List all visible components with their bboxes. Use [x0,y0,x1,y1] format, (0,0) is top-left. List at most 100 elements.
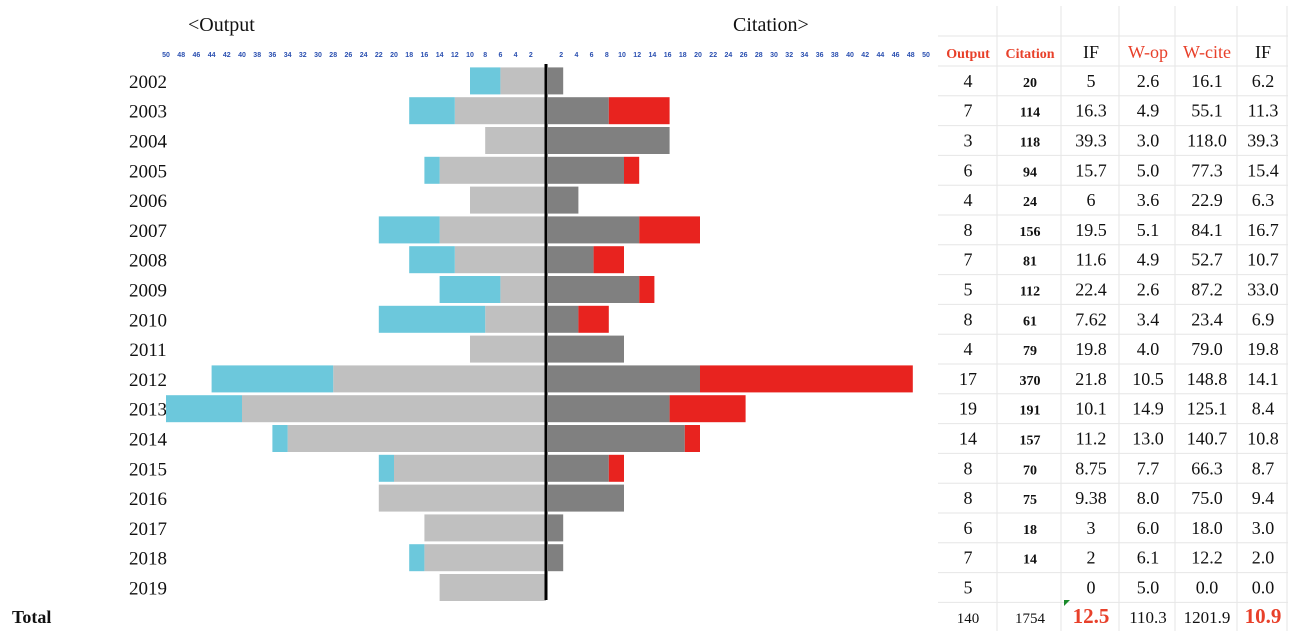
table-cell: 84.1 [1191,220,1223,240]
citation-bar-red [578,305,609,333]
table-cell: 0.0 [1196,578,1219,598]
left-tick-label: 40 [238,52,246,59]
right-axis-header: Citation> [733,14,809,36]
table-cell: 8 [964,309,973,329]
output-bar-gray [454,246,546,274]
citation-bar-dark [548,127,670,154]
table-cell: 4 [964,190,973,210]
right-tick-label: 42 [861,52,869,59]
table-cell: 15.7 [1075,160,1107,180]
table-cell: 13.0 [1132,429,1164,449]
output-bar-gray [439,574,546,601]
output-bar-gray [439,216,546,244]
table-cell: 75 [1023,493,1037,508]
left-tick-label: 20 [390,52,398,59]
year-label: 2018 [129,549,167,570]
table-cell: 16.1 [1191,71,1223,91]
table-cell: 20 [1023,76,1037,91]
table-cell: 156 [1020,225,1041,240]
right-tick-label: 18 [679,52,687,59]
output-bar-cyan [378,305,486,333]
table-cell: 3.0 [1252,518,1275,538]
right-tick-label: 48 [907,52,915,59]
right-tick-label: 28 [755,52,763,59]
right-tick-label: 2 [559,52,563,59]
table-cell: 66.3 [1191,458,1223,478]
table-cell: 12.2 [1191,548,1223,568]
left-tick-label: 6 [498,52,502,59]
left-tick-label: 12 [451,52,459,59]
output-bar-gray [378,484,546,512]
year-label: 2004 [129,132,168,153]
table-cell: 125.1 [1187,399,1228,419]
table-cell: 7.7 [1137,458,1160,478]
right-tick-label: 10 [618,52,626,59]
table-cell: 2.6 [1137,71,1160,91]
citation-bar-dark [548,365,700,393]
table-header-3: W-op [1128,42,1168,62]
table-cell: 6 [964,518,973,538]
table-cell: 10.5 [1132,369,1164,389]
table-header-4: W-cite [1183,42,1231,62]
table-cell: 4.0 [1137,339,1160,359]
table-cell: 19.8 [1075,339,1107,359]
output-bar-gray [394,454,546,482]
total-label: Total [12,607,51,627]
table-cell: 52.7 [1191,250,1223,270]
table-cell: 77.3 [1191,160,1223,180]
table-cell: 370 [1020,374,1041,389]
table-cell: 112 [1020,285,1040,300]
citation-bar-dark [548,67,564,95]
table-cell: 7 [964,101,973,121]
output-bar-gray [454,97,546,125]
year-label: 2013 [129,400,167,421]
table-cell: 4 [964,339,973,359]
left-tick-label: 18 [405,52,413,59]
table-cell: 8 [964,220,973,240]
left-tick-label: 26 [345,52,353,59]
table-cell: 19.8 [1247,339,1279,359]
left-tick-label: 50 [162,52,170,59]
output-bar-cyan [424,156,440,184]
right-tick-label: 12 [633,52,641,59]
total-cell: 110.3 [1129,608,1167,627]
table-cell: 5 [964,280,973,300]
table-cell: 3.4 [1137,309,1160,329]
table-header-2: IF [1083,42,1099,62]
table-cell: 18 [1023,523,1037,538]
right-tick-label: 6 [590,52,594,59]
citation-bar-dark [548,156,624,184]
output-bar-cyan [166,395,242,423]
right-tick-label: 44 [877,52,885,59]
table-cell: 8 [964,458,973,478]
right-tick-label: 24 [725,52,733,59]
table-cell: 4 [964,71,973,91]
left-tick-label: 36 [269,52,277,59]
table-cell: 2 [1087,548,1096,568]
table-cell: 11.2 [1076,429,1107,449]
left-tick-label: 8 [483,52,487,59]
citation-bar-dark [548,514,564,542]
table-cell: 81 [1023,255,1037,270]
table-cell: 11.6 [1076,250,1107,270]
table-cell: 6.9 [1252,309,1275,329]
table-cell: 4.9 [1137,101,1160,121]
year-label: 2016 [129,489,167,510]
right-tick-label: 20 [694,52,702,59]
table-cell: 5.0 [1137,578,1160,598]
table-cell: 3 [964,131,973,151]
right-tick-label: 8 [605,52,609,59]
table-cell: 14.9 [1132,399,1164,419]
citation-bar-dark [548,305,579,333]
output-bar-gray [287,425,546,452]
table-cell: 14 [959,429,977,449]
table-cell: 16.3 [1075,101,1107,121]
table-cell: 23.4 [1191,309,1223,329]
year-label: 2007 [129,221,167,242]
right-tick-label: 38 [831,52,839,59]
year-label: 2003 [129,102,167,123]
table-cell: 2.6 [1137,280,1160,300]
table-cell: 39.3 [1075,131,1107,151]
table-cell: 15.4 [1247,160,1279,180]
table-cell: 10.7 [1247,250,1279,270]
